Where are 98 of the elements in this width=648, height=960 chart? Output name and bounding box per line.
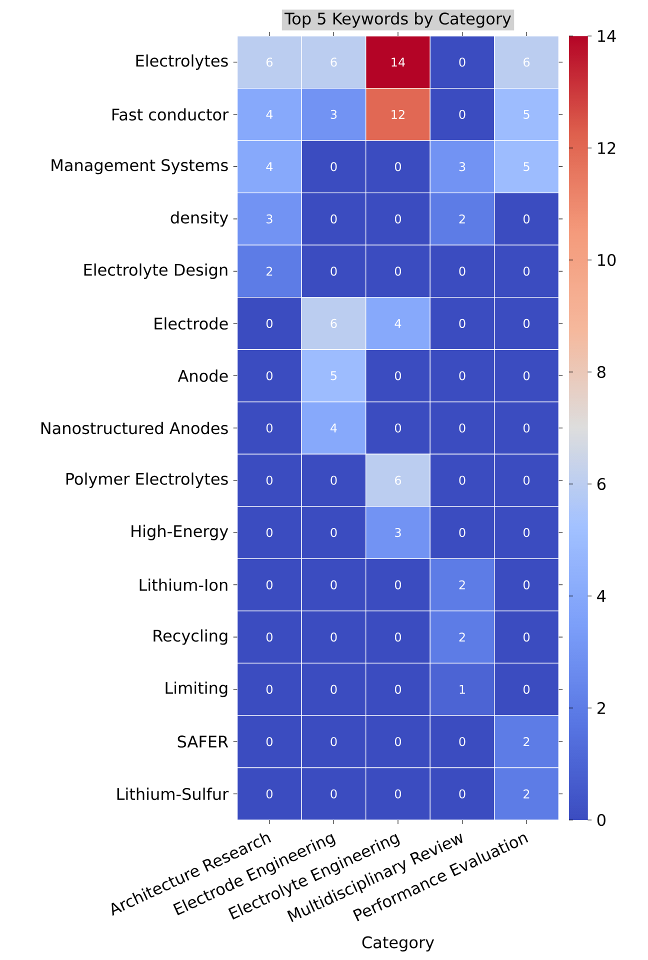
data-label: 0 — [524, 371, 530, 380]
data-label: 0 — [330, 528, 337, 538]
y-tick-label: Fast conductor — [112, 108, 229, 121]
data-label: 0 — [266, 476, 272, 485]
data-label: 0 — [459, 737, 466, 746]
color-bar-label: 14 — [598, 30, 616, 42]
data-label: 0 — [394, 162, 402, 172]
color-bar-label: 10 — [598, 254, 616, 266]
y-tick-label: Polymer Electrolytes — [66, 472, 228, 488]
data-label: 5 — [330, 371, 336, 380]
y-tick-label: Lithium-Ion — [140, 578, 228, 591]
data-label: 0 — [524, 632, 530, 642]
color-bar-label: 6 — [597, 478, 606, 490]
data-label: 0 — [459, 423, 466, 433]
data-label: 3 — [459, 162, 466, 172]
data-label: 0 — [459, 528, 466, 538]
data-label: 0 — [394, 214, 402, 224]
data-label: 6 — [524, 58, 530, 67]
data-label: 0 — [524, 476, 530, 485]
y-tick-label: Recycling — [154, 629, 228, 645]
data-label: 2 — [459, 214, 465, 224]
chart-title: Top 5 Keywords by Category — [284, 12, 511, 28]
x-axis-title: Category — [362, 936, 434, 952]
data-label: 1 — [460, 684, 465, 694]
data-label: 0 — [266, 737, 272, 746]
data-label: 0 — [330, 789, 337, 798]
data-label: 0 — [394, 789, 402, 798]
data-label: 0 — [330, 214, 337, 224]
data-label: 3 — [395, 528, 401, 538]
y-tick-label: Management Systems — [52, 159, 228, 174]
data-label: 0 — [524, 684, 530, 694]
data-label: 0 — [524, 528, 530, 538]
data-label: 0 — [330, 580, 337, 590]
data-label: 2 — [459, 632, 465, 642]
data-label: 0 — [394, 684, 402, 694]
data-label: 4 — [266, 110, 273, 119]
data-label: 3 — [330, 110, 337, 119]
data-label: 0 — [394, 371, 402, 380]
data-label: 12 — [392, 110, 404, 119]
data-label: 0 — [266, 684, 272, 694]
data-label: 0 — [459, 476, 466, 485]
data-label: 0 — [266, 423, 272, 433]
data-label: 0 — [459, 58, 466, 67]
data-label: 0 — [394, 737, 402, 746]
data-label: 0 — [266, 789, 272, 798]
y-tick-label: Limiting — [166, 682, 228, 698]
data-label: 0 — [459, 318, 466, 328]
data-label: 0 — [266, 580, 272, 590]
y-tick-label: Lithium-Sulfur — [117, 788, 229, 800]
data-label: 0 — [330, 476, 337, 485]
y-tick-label: Anode — [178, 370, 228, 382]
data-label: 14 — [392, 58, 405, 67]
data-label: 0 — [459, 789, 466, 798]
data-label: 5 — [524, 162, 530, 172]
data-label: 0 — [394, 632, 402, 642]
color-bar-label: 12 — [598, 142, 616, 154]
data-label: 6 — [266, 58, 273, 67]
y-tick-label: Electrode — [154, 317, 228, 330]
color-bar-label: 8 — [597, 366, 606, 378]
data-label: 0 — [524, 266, 530, 276]
data-label: 0 — [330, 684, 337, 694]
data-label: 6 — [330, 58, 337, 67]
data-label: 0 — [459, 110, 466, 119]
data-label: 0 — [330, 737, 337, 746]
color-bar-label: 4 — [597, 590, 606, 602]
data-label: 2 — [266, 266, 272, 276]
y-tick-label: density — [170, 211, 228, 227]
data-label: 0 — [330, 632, 337, 642]
data-label: 0 — [524, 318, 530, 328]
color-bar-label: 2 — [598, 702, 605, 714]
y-tick-label: Electrolyte Design — [84, 263, 228, 279]
data-label: 0 — [394, 423, 402, 433]
y-tick-label: Electrolytes — [136, 54, 228, 70]
data-label: 6 — [330, 318, 337, 328]
y-tick-label: High-Energy — [132, 524, 228, 540]
data-label: 6 — [395, 476, 402, 485]
color-bar-label: 0 — [597, 814, 606, 826]
data-label: 0 — [394, 580, 402, 590]
y-tick-label: SAFER — [178, 736, 228, 748]
data-label: 5 — [524, 110, 530, 119]
data-label: 4 — [394, 319, 402, 328]
data-label: 4 — [330, 424, 337, 432]
data-label: 0 — [330, 266, 337, 276]
data-label: 0 — [266, 371, 272, 380]
data-label: 2 — [459, 580, 465, 590]
data-label: 4 — [266, 162, 273, 172]
data-label: 0 — [459, 266, 466, 276]
data-label: 0 — [459, 371, 466, 380]
data-label: 0 — [266, 528, 272, 538]
data-label: 0 — [330, 162, 337, 172]
data-label: 0 — [524, 214, 530, 224]
data-label: 0 — [394, 266, 402, 276]
data-label: 2 — [524, 737, 530, 746]
data-label: 0 — [266, 632, 272, 642]
y-tick-label: Nanostructured Anodes — [41, 422, 228, 434]
data-label: 2 — [524, 789, 530, 798]
data-label: 0 — [524, 580, 530, 590]
data-label: 0 — [524, 423, 530, 433]
